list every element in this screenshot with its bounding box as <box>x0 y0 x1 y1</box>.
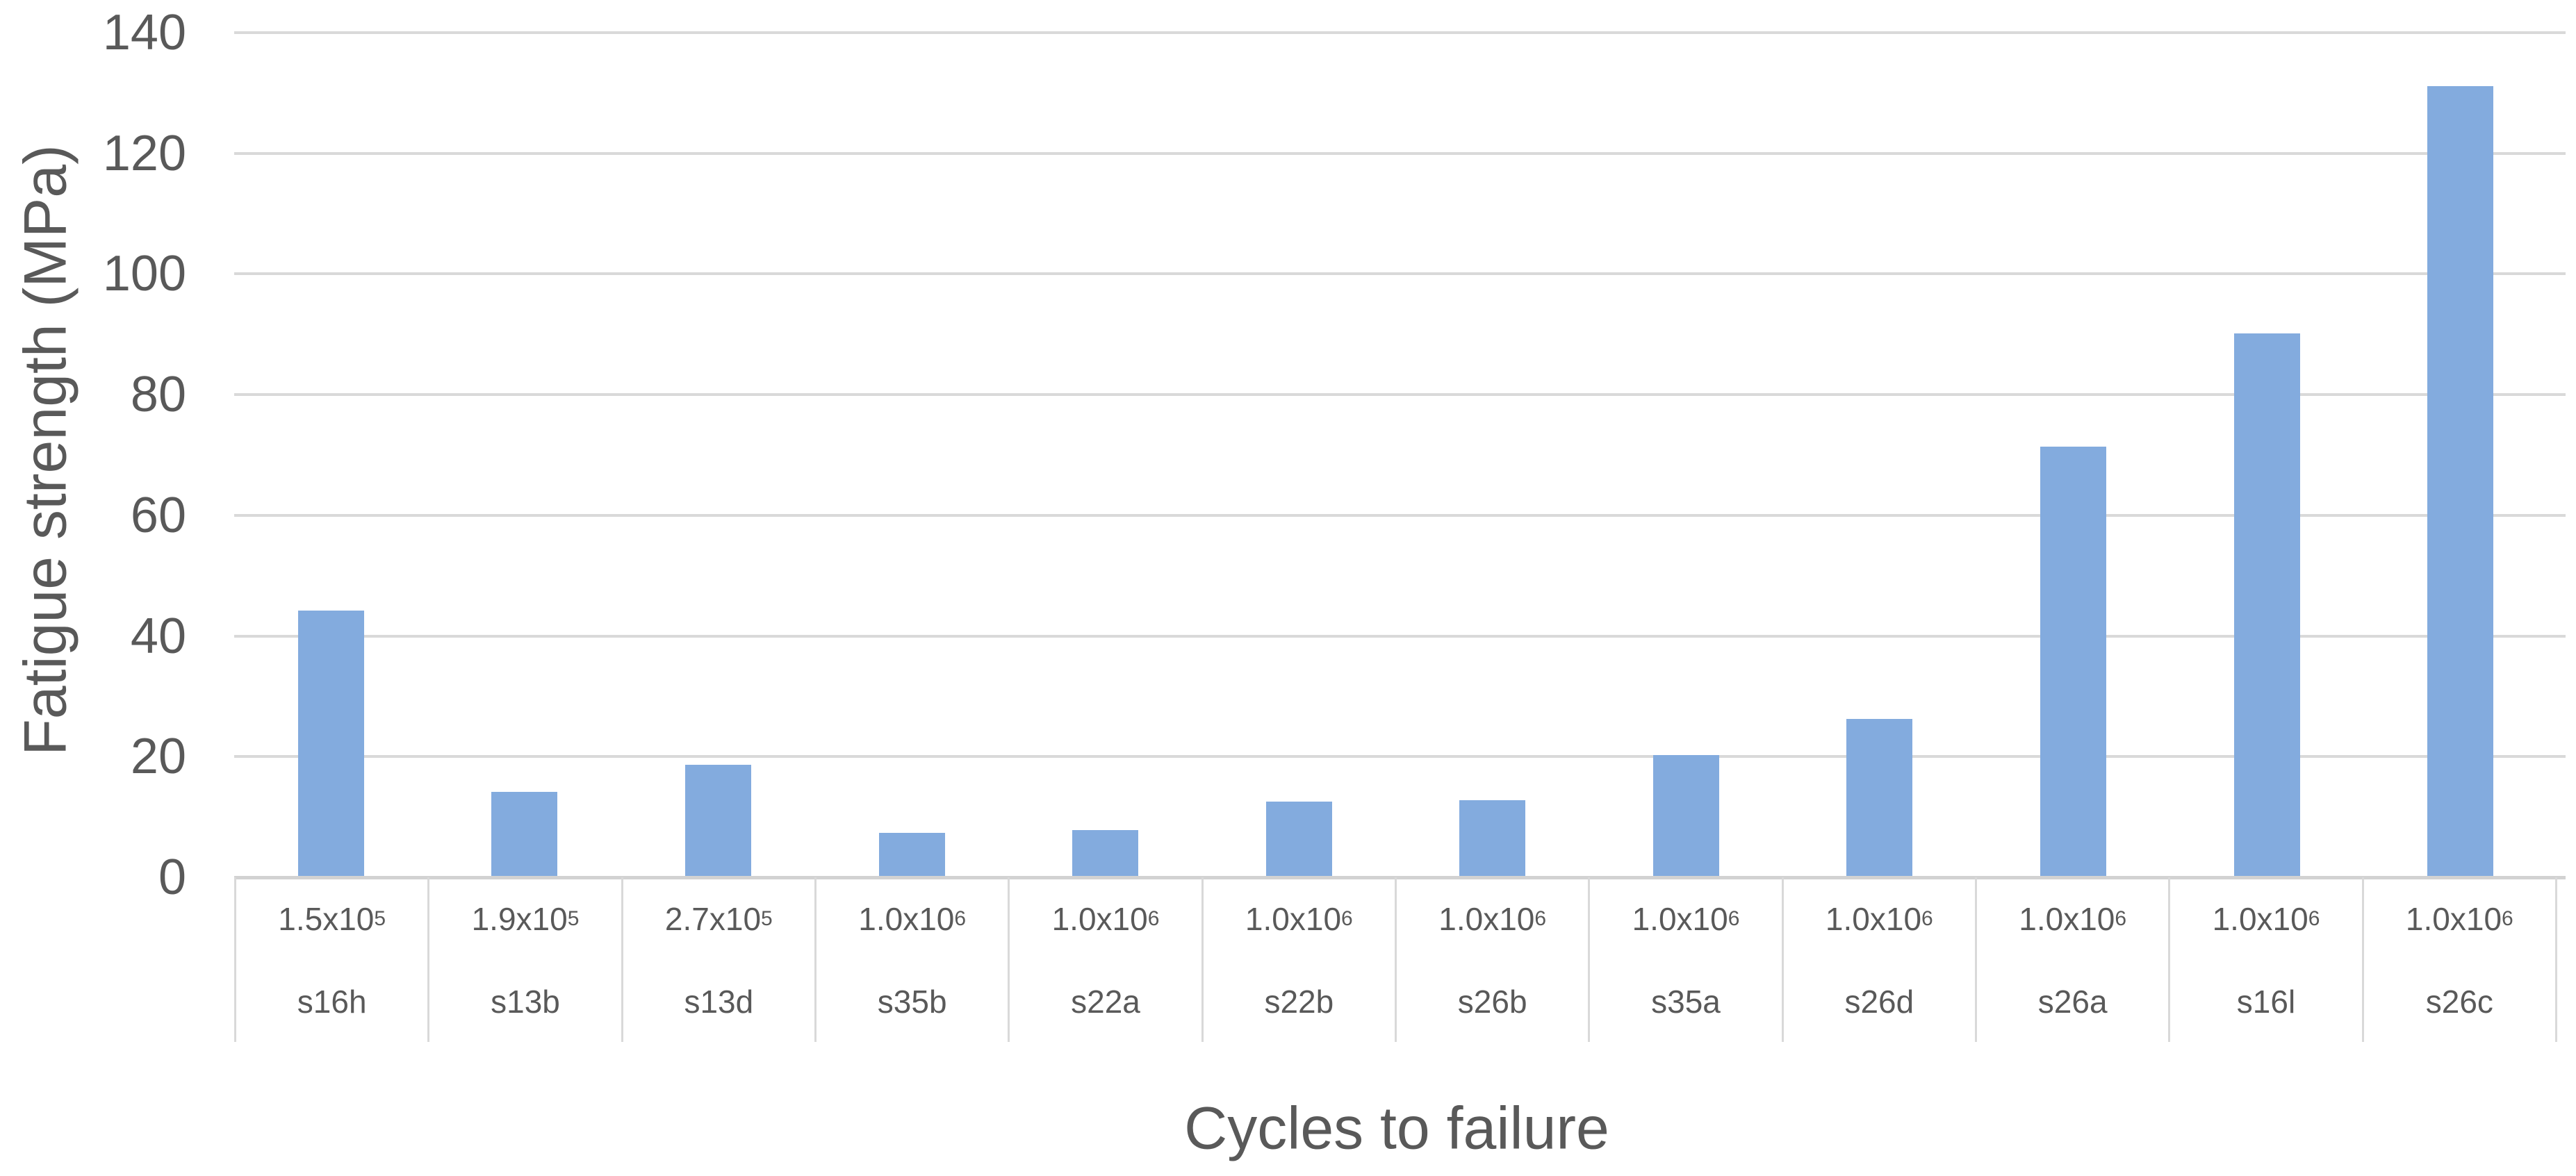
bar-s22a <box>1072 830 1139 877</box>
gridline-120 <box>234 151 2566 155</box>
x-category-cell-s35b: 1.0x10 6 s35b <box>817 877 1010 1042</box>
x-specimen-label: s16h <box>297 983 367 1020</box>
gridline-80 <box>234 393 2566 397</box>
x-category-cell-s13d: 2.7x10 5 s13d <box>623 877 817 1042</box>
plot-area <box>234 31 2566 877</box>
gridline-40 <box>234 634 2566 638</box>
gridline-20 <box>234 755 2566 759</box>
x-specimen-label: s13d <box>684 983 754 1020</box>
y-tick-label-120: 120 <box>102 125 186 181</box>
x-specimen-label: s35a <box>1651 983 1721 1020</box>
gridline-100 <box>234 272 2566 276</box>
y-tick-label-40: 40 <box>130 608 186 664</box>
x-cycles-label: 1.0x10 6 <box>858 901 967 937</box>
bar-s26c <box>2427 86 2494 877</box>
x-category-cell-s16h: 1.5x10 5 s16h <box>236 877 430 1042</box>
x-category-cell-s35a: 1.0x10 6 s35a <box>1590 877 1784 1042</box>
x-cycles-label: 2.7x10 5 <box>664 901 773 937</box>
x-specimen-label: s22b <box>1264 983 1334 1020</box>
x-axis-category-table: 1.5x10 5 s16h 1.9x10 5 s13b 2.7x10 5 s13d 1.0x10 6… <box>234 877 2557 1042</box>
x-cycles-label: 1.0x10 6 <box>1632 901 1740 937</box>
x-category-cell-s16l: 1.0x10 6 s16l <box>2170 877 2364 1042</box>
x-cycles-label: 1.0x10 6 <box>1438 901 1547 937</box>
x-cycles-label: 1.9x10 5 <box>471 901 580 937</box>
y-tick-label-20: 20 <box>130 729 186 785</box>
bar-s35b <box>878 832 945 877</box>
y-tick-label-0: 0 <box>158 850 186 905</box>
x-cycles-label: 1.0x10 6 <box>1245 901 1353 937</box>
x-category-cell-s13b: 1.9x10 5 s13b <box>429 877 623 1042</box>
x-specimen-label: s26a <box>2037 983 2108 1020</box>
x-category-cell-s22a: 1.0x10 6 s22a <box>1010 877 1204 1042</box>
x-category-cell-s26b: 1.0x10 6 s26b <box>1397 877 1591 1042</box>
x-specimen-label: s26c <box>2425 983 2493 1020</box>
bar-s35a <box>1652 754 1719 877</box>
x-specimen-label: s26d <box>1844 983 1914 1020</box>
x-cycles-label: 1.0x10 6 <box>1051 901 1160 937</box>
gridline-140 <box>234 31 2566 34</box>
y-tick-label-140: 140 <box>102 5 186 60</box>
bar-s13b <box>491 791 558 877</box>
x-category-cell-s26c: 1.0x10 6 s26c <box>2364 877 2557 1042</box>
bar-s13d <box>684 765 751 877</box>
bar-s16h <box>297 611 364 877</box>
x-category-cell-s26d: 1.0x10 6 s26d <box>1784 877 1977 1042</box>
x-specimen-label: s13b <box>491 983 560 1020</box>
bar-s26d <box>1846 719 1913 877</box>
x-specimen-label: s26b <box>1457 983 1527 1020</box>
x-cycles-label: 1.5x10 5 <box>278 901 386 937</box>
x-axis-title: Cycles to failure <box>1184 1095 1609 1162</box>
x-specimen-label: s22a <box>1071 983 1140 1020</box>
y-tick-label-100: 100 <box>102 246 186 302</box>
x-category-cell-s22b: 1.0x10 6 s22b <box>1204 877 1397 1042</box>
y-tick-label-80: 80 <box>130 367 186 423</box>
x-specimen-label: s16l <box>2236 983 2296 1020</box>
y-tick-label-60: 60 <box>130 487 186 543</box>
x-cycles-label: 1.0x10 6 <box>1825 901 1933 937</box>
x-specimen-label: s35b <box>877 983 947 1020</box>
bar-s16l <box>2233 333 2300 877</box>
bar-s26b <box>1459 800 1526 877</box>
x-axis-line <box>234 876 2566 879</box>
bar-s26a <box>2040 446 2107 877</box>
gridline-60 <box>234 513 2566 517</box>
x-cycles-label: 1.0x10 6 <box>2212 901 2320 937</box>
x-cycles-label: 1.0x10 6 <box>2405 901 2513 937</box>
bar-s22b <box>1265 802 1332 877</box>
y-axis-tick-labels: 0 20 40 60 80 100 120 140 <box>0 0 208 1176</box>
x-category-cell-s26a: 1.0x10 6 s26a <box>1977 877 2171 1042</box>
x-cycles-label: 1.0x10 6 <box>2019 901 2127 937</box>
